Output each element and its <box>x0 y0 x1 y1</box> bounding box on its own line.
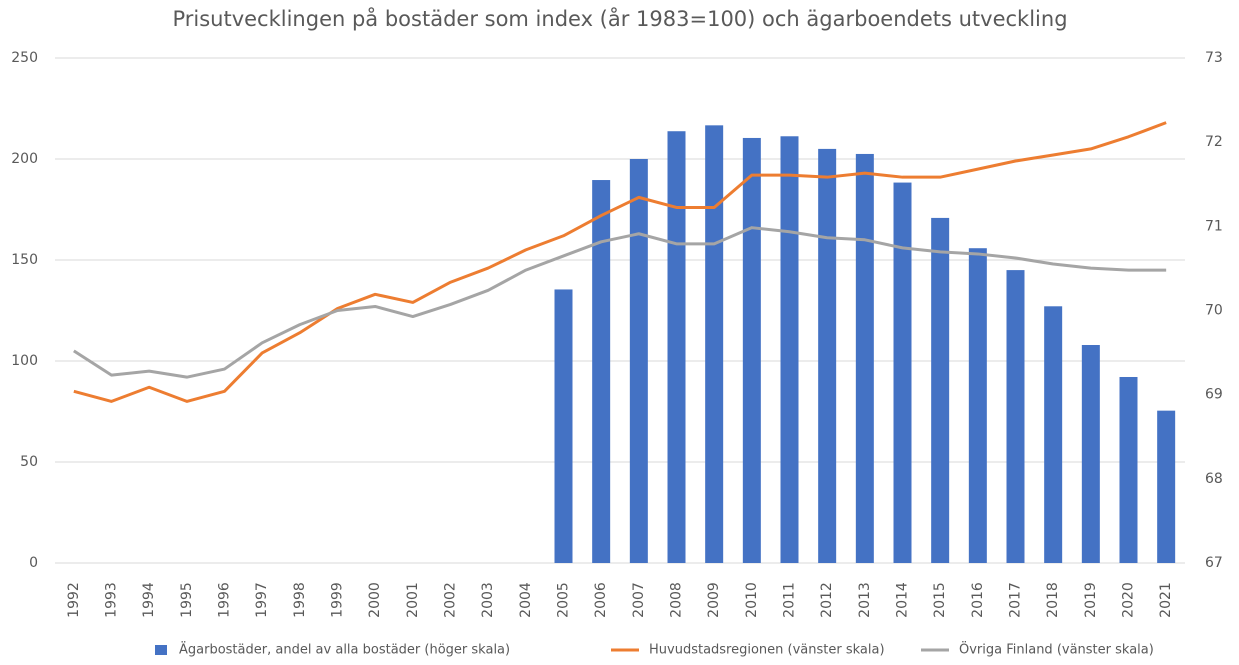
x-tick-label: 2018 <box>1045 582 1061 618</box>
x-tick-label: 2002 <box>443 582 459 618</box>
legend-swatch <box>155 645 167 655</box>
bar <box>742 137 761 564</box>
x-tick-label: 2014 <box>895 582 911 618</box>
x-tick-label: 2016 <box>970 582 986 618</box>
x-tick-label: 2015 <box>932 582 948 618</box>
bar <box>855 153 874 563</box>
x-tick-label: 2017 <box>1008 582 1024 618</box>
x-tick-label: 2003 <box>480 582 496 618</box>
y2-tick-label: 72 <box>1205 134 1223 150</box>
y-tick-label: 50 <box>20 454 38 470</box>
x-tick-label: 2013 <box>857 582 873 618</box>
line <box>73 226 1167 379</box>
bar <box>818 148 837 563</box>
x-tick-label: 2009 <box>706 582 722 618</box>
x-tick-label: 1994 <box>141 582 157 618</box>
x-tick-label: 2004 <box>518 582 534 618</box>
x-tick-label: 2001 <box>405 582 421 618</box>
x-tick-label: 1992 <box>66 582 82 618</box>
x-tick-label: 1998 <box>292 582 308 618</box>
bar <box>893 182 912 564</box>
bar <box>1119 376 1138 563</box>
x-tick-label: 2007 <box>631 582 647 618</box>
bar <box>592 180 611 563</box>
x-tick-label: 2012 <box>819 582 835 618</box>
y2-tick-label: 69 <box>1205 387 1223 403</box>
bar <box>1157 410 1176 563</box>
y-tick-label: 150 <box>11 252 38 268</box>
y-tick-label: 200 <box>11 151 38 167</box>
bar <box>667 131 686 563</box>
x-tick-label: 2020 <box>1121 582 1137 618</box>
x-tick-label: 2010 <box>744 582 760 618</box>
line <box>73 121 1167 403</box>
y2-tick-label: 68 <box>1205 471 1223 487</box>
y-tick-label: 100 <box>11 353 38 369</box>
y-tick-label: 250 <box>11 50 38 66</box>
x-tick-label: 1996 <box>217 582 233 618</box>
legend-label: Huvudstadsregionen (vänster skala) <box>649 643 885 658</box>
x-tick-label: 2000 <box>367 582 383 618</box>
bar <box>780 136 799 563</box>
y2-tick-label: 73 <box>1205 50 1223 66</box>
x-tick-label: 1995 <box>179 582 195 618</box>
bar <box>931 217 950 563</box>
y2-tick-label: 70 <box>1205 303 1223 319</box>
x-tick-label: 2006 <box>593 582 609 618</box>
x-tick-label: 2008 <box>669 582 685 618</box>
x-tick-label: 1999 <box>330 582 346 618</box>
x-tick-label: 1993 <box>104 582 120 618</box>
bar <box>1081 345 1100 563</box>
legend-label: Övriga Finland (vänster skala) <box>959 641 1154 658</box>
x-tick-label: 1997 <box>254 582 270 618</box>
legend-label: Ägarbostäder, andel av alla bostäder (hö… <box>179 642 510 658</box>
bar <box>629 159 648 563</box>
x-tick-label: 2005 <box>556 582 572 618</box>
bar <box>1044 306 1063 563</box>
bar <box>968 248 987 563</box>
bar <box>554 289 573 563</box>
y-tick-label: 0 <box>29 555 38 571</box>
x-tick-label: 2011 <box>782 582 798 618</box>
y2-tick-label: 71 <box>1205 218 1223 234</box>
bar <box>705 125 724 563</box>
y2-tick-label: 67 <box>1205 555 1223 571</box>
x-tick-label: 2019 <box>1083 582 1099 618</box>
chart-title: Prisutvecklingen på bostäder som index (… <box>172 6 1067 31</box>
bar <box>1006 270 1025 563</box>
x-tick-label: 2021 <box>1158 582 1174 618</box>
